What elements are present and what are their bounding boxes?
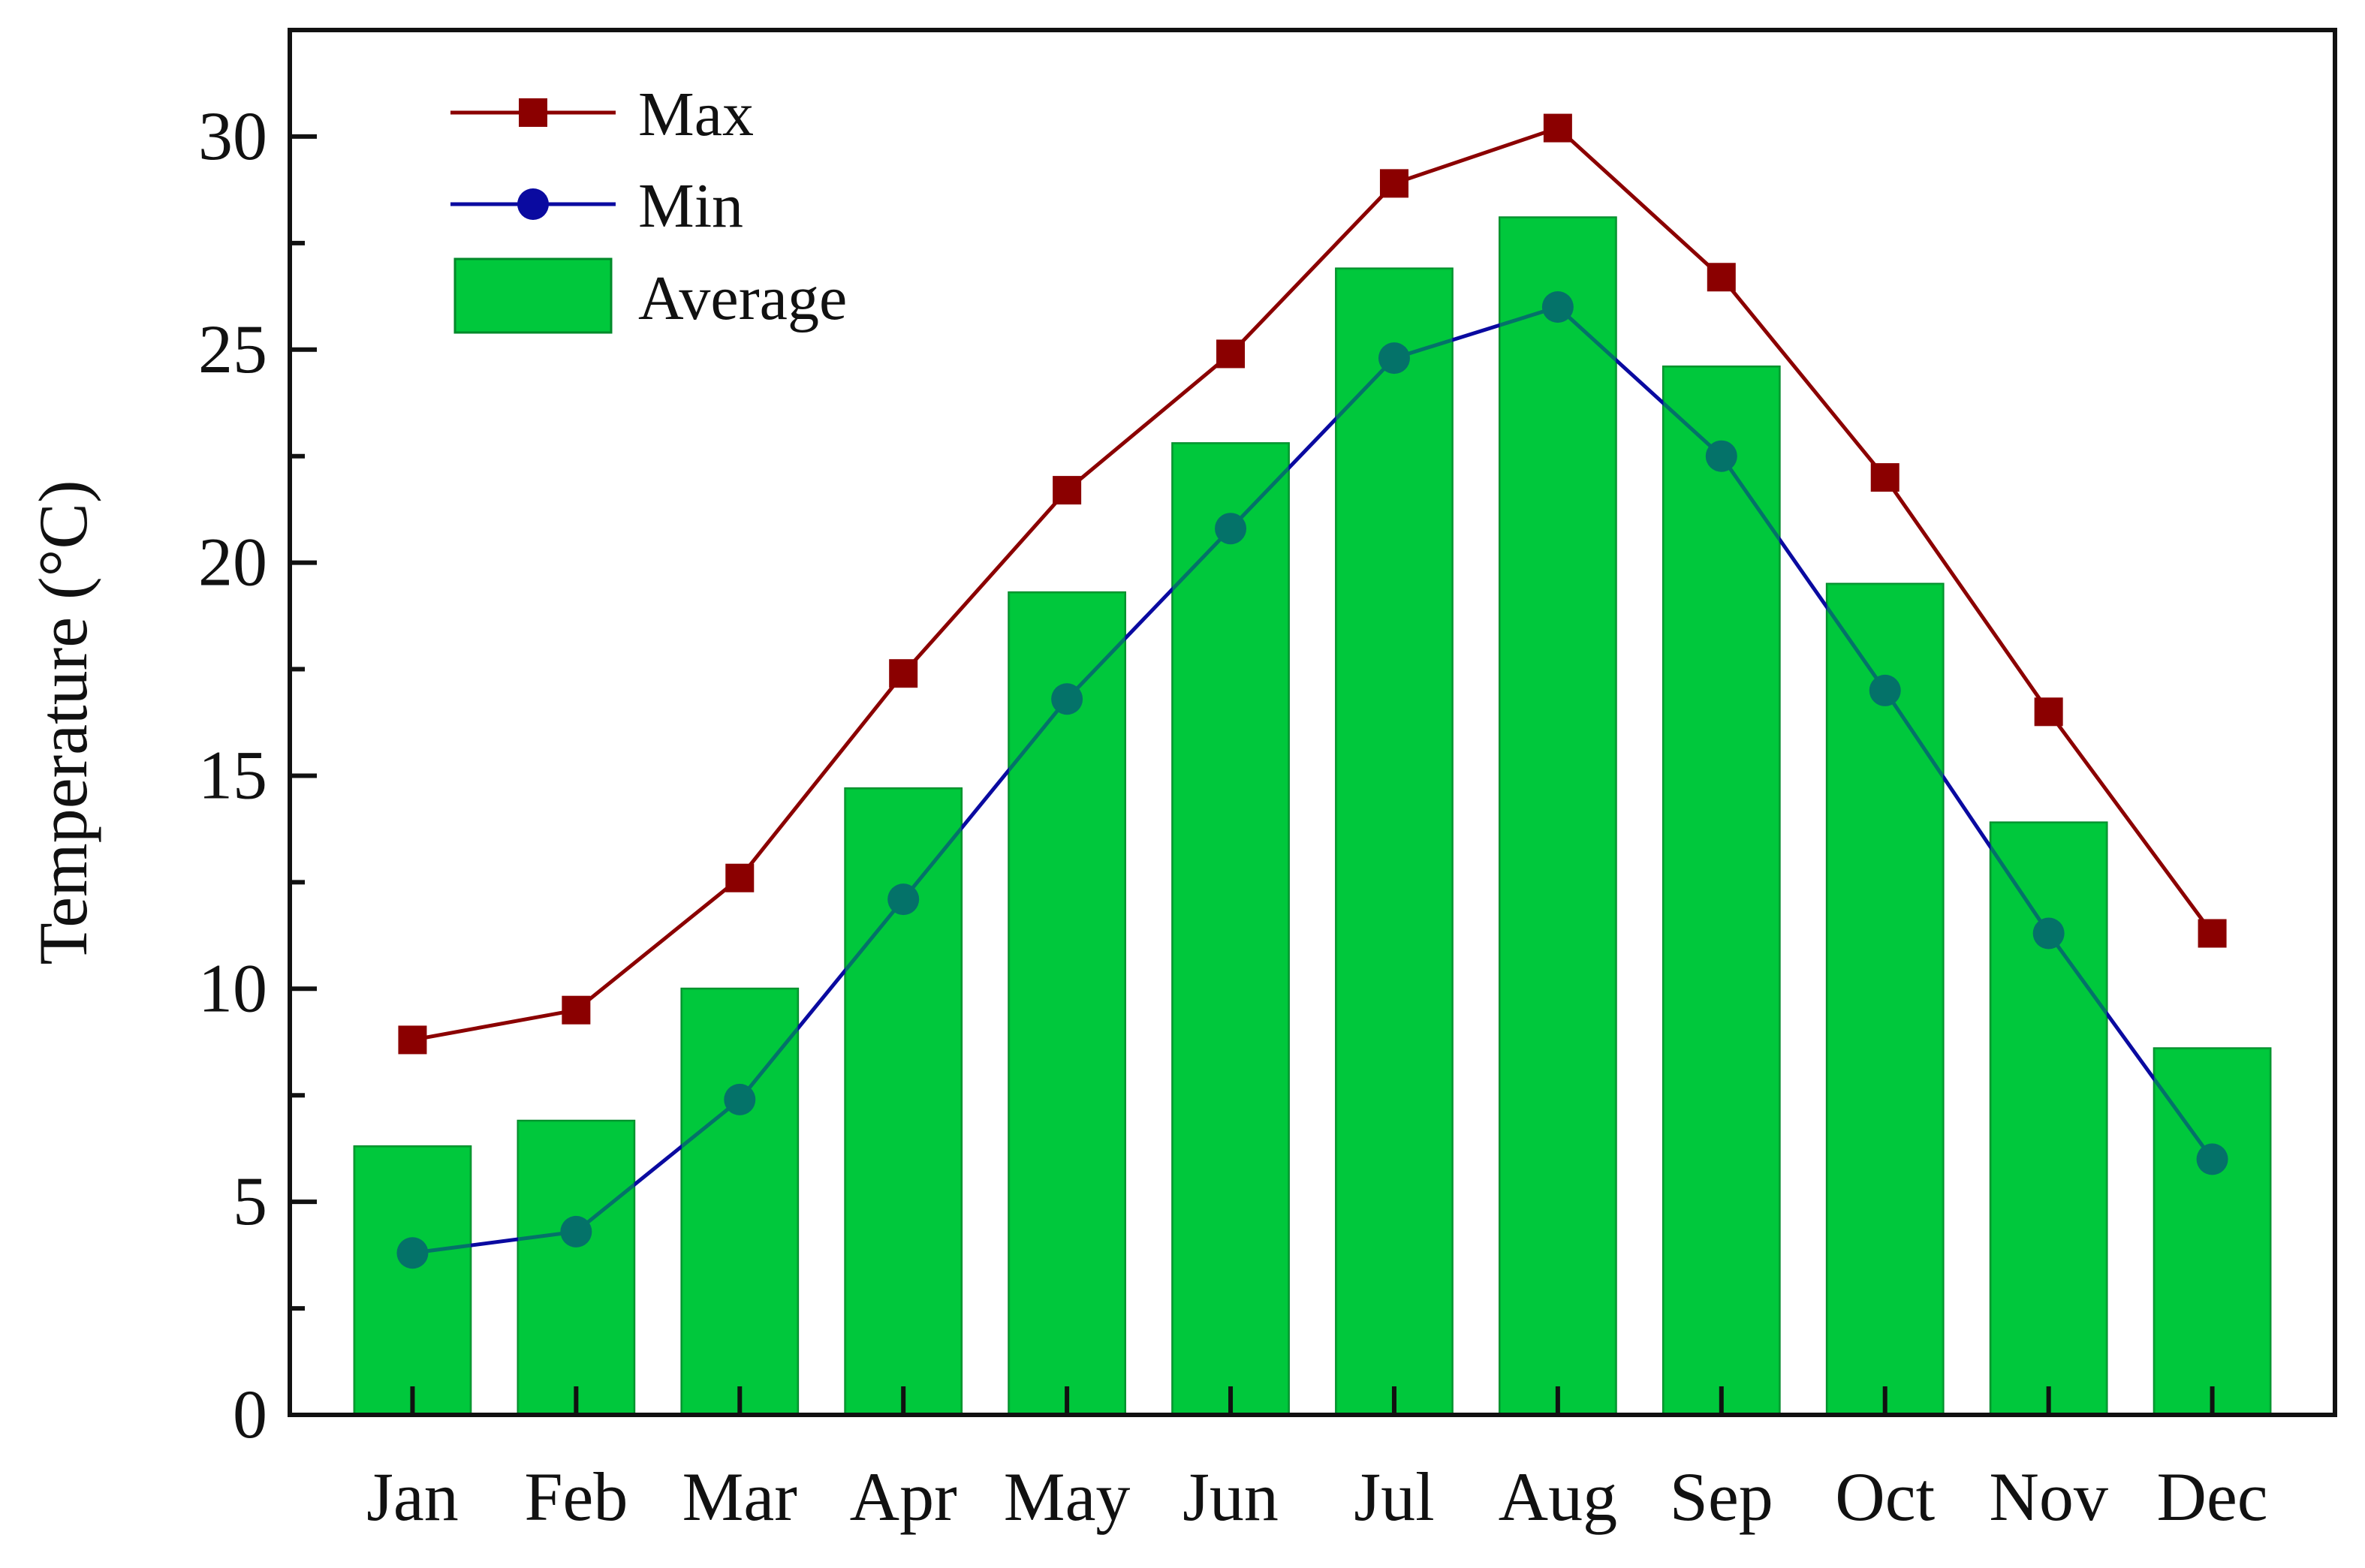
max-point-jan (398, 1025, 427, 1055)
x-tick-label-aug: Aug (1499, 1458, 1617, 1535)
bar-overlay-nov (1990, 822, 2107, 1415)
y-axis-title: Temperature (°C) (25, 480, 101, 965)
y-tick-label: 30 (198, 98, 267, 174)
x-tick-label-sep: Sep (1670, 1458, 1773, 1535)
max-point-jul (1379, 169, 1408, 198)
max-point-nov (2034, 697, 2063, 727)
max-point-oct (1870, 463, 1900, 492)
bar-overlay-mar (681, 989, 798, 1415)
y-tick-label: 25 (198, 311, 267, 387)
plot-layer (353, 113, 2272, 1416)
max-point-feb (562, 995, 591, 1025)
max-point-sep (1707, 263, 1736, 292)
x-tick-label-jul: Jul (1354, 1458, 1434, 1535)
bar-overlay-dec (2154, 1048, 2270, 1415)
y-tick-label: 10 (198, 950, 267, 1026)
max-point-dec (2198, 919, 2227, 948)
bar-overlay-feb (517, 1121, 634, 1415)
legend-average-label: Average (638, 263, 847, 333)
y-tick-label: 15 (198, 736, 267, 813)
bar-overlay-may (1008, 592, 1125, 1416)
legend-max-marker (519, 98, 547, 127)
bar-overlay-oct (1827, 584, 1944, 1415)
x-tick-label-may: May (1004, 1458, 1131, 1535)
x-tick-label-jan: Jan (366, 1458, 459, 1535)
legend-average-swatch (453, 257, 613, 334)
legend-min-label: Min (638, 171, 743, 241)
bar-overlay-jan (354, 1146, 471, 1415)
y-tick-label: 0 (233, 1376, 267, 1452)
x-tick-label-nov: Nov (1989, 1458, 2107, 1535)
max-point-mar (725, 863, 755, 892)
legend-min-marker (517, 188, 549, 220)
x-tick-label-apr: Apr (850, 1458, 957, 1535)
max-point-apr (889, 659, 918, 688)
max-point-jun (1216, 339, 1246, 369)
max-point-may (1053, 476, 1082, 505)
x-tick-label-dec: Dec (2157, 1458, 2268, 1535)
bar-overlay-aug (1499, 217, 1616, 1415)
axis-layer: 0 5 10 15 20 25 30 Jan Feb Mar Apr May Jun Jul Aug Sep O… (25, 28, 2337, 1535)
x-tick-label-oct: Oct (1835, 1458, 1935, 1535)
y-tick-label: 5 (233, 1163, 267, 1239)
x-tick-label-jun: Jun (1182, 1458, 1279, 1535)
legend: Max Min Average (450, 80, 847, 334)
x-tick-label-feb: Feb (524, 1458, 628, 1535)
x-tick-label-mar: Mar (682, 1458, 797, 1535)
y-tick-label: 20 (198, 524, 267, 600)
max-series-line (411, 125, 2214, 1042)
bar-overlay-apr (845, 788, 962, 1415)
max-point-aug (1543, 113, 1572, 143)
bar-overlay-jul (1336, 268, 1453, 1415)
plot-frame (288, 28, 2337, 1417)
bar-overlay-jun (1172, 443, 1289, 1415)
bar-overlay-sep (1663, 366, 1780, 1415)
legend-max-label: Max (638, 80, 754, 149)
